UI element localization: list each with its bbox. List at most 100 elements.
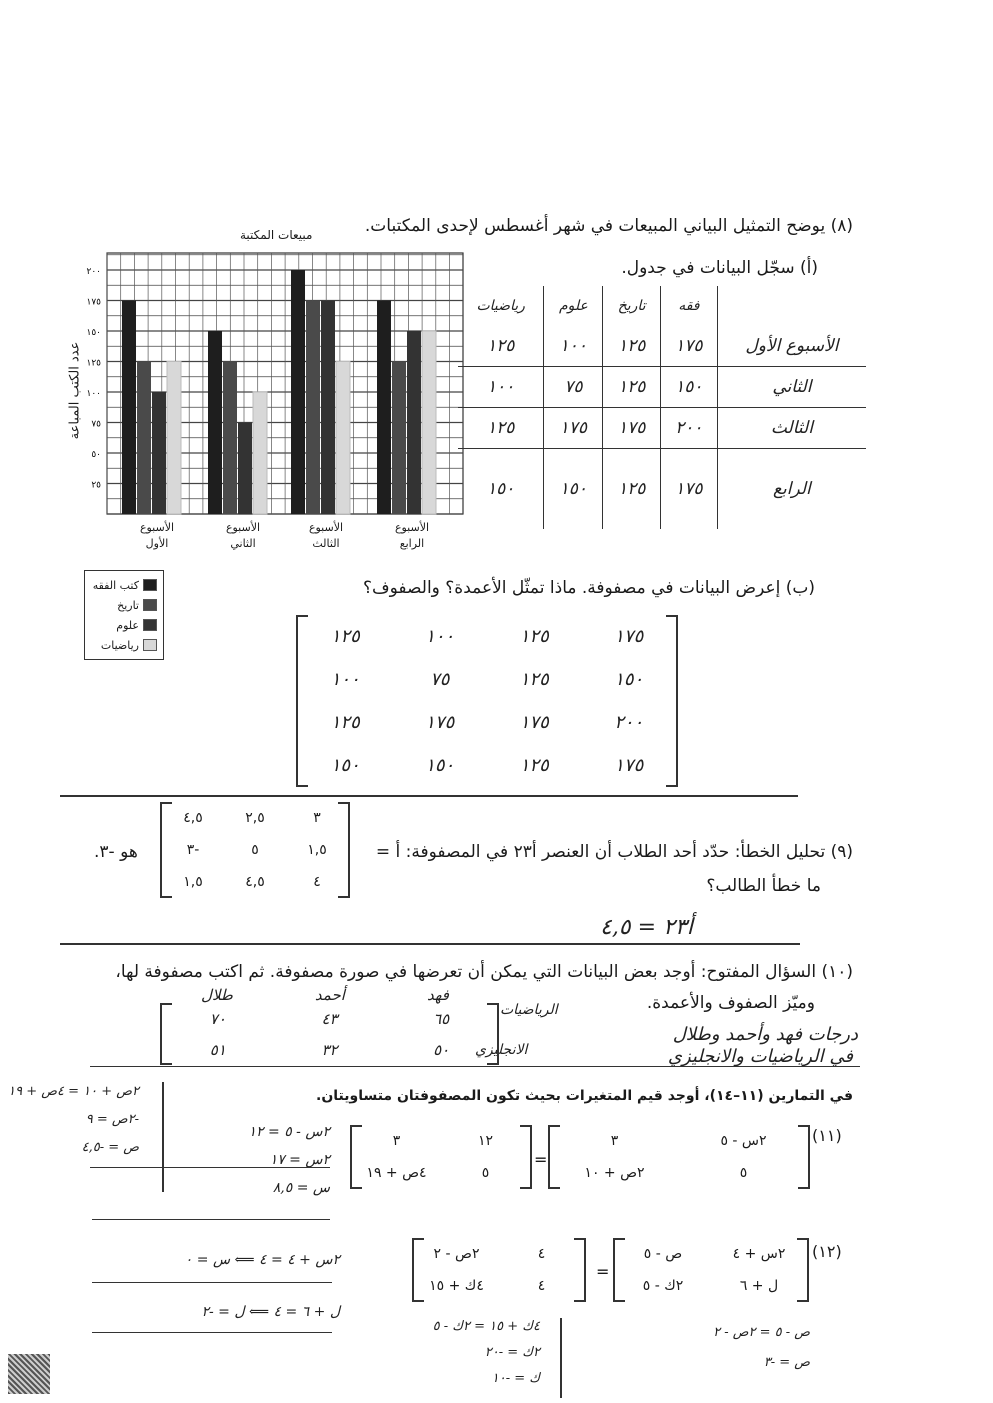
- matrix-cell: ٥١: [209, 1040, 226, 1059]
- matrix-cell: ٢س - ٥: [720, 1133, 767, 1149]
- work-line: ٢س + ٤ = ٤ ⟸ س = ٠: [184, 1252, 340, 1268]
- matrix-cell: ١٢: [477, 1133, 494, 1149]
- table-cell: ٢٠٠: [659, 407, 718, 449]
- q12-work: ٤ك + ١٥ = ٢ك - ٥ ٢ك = -٢٠ ك = -١٠: [350, 1314, 540, 1392]
- x-tick-line: الأول: [145, 537, 169, 550]
- bar-3-2: [238, 422, 252, 514]
- table-cell: ١٥٠: [543, 448, 603, 529]
- q11-right-matrix: ١٢ ٣ ٥ ٤ص + ١٩: [350, 1125, 532, 1189]
- work-line: ص = -٤,٥: [81, 1140, 139, 1155]
- legend-swatch: [143, 579, 157, 591]
- matrix-cell: ٣: [610, 1133, 619, 1149]
- work-line: ص = -٣: [763, 1355, 810, 1370]
- table-cell: الثاني: [716, 366, 866, 408]
- answer-line: [92, 1332, 332, 1333]
- matrix-cell: ٣: [392, 1133, 401, 1149]
- bar-3-1: [152, 392, 166, 514]
- y-tick-label: ١٧٥: [86, 298, 101, 308]
- matrix-cell: ٢س + ٤: [732, 1246, 786, 1262]
- bar-3-4: [407, 331, 421, 514]
- bar-1-3: [291, 270, 305, 514]
- table-cell: الرابع: [716, 448, 866, 529]
- y-tick-label: ٢٥: [91, 481, 101, 491]
- legend-swatch: [143, 599, 157, 611]
- matrix-cell: ٤٣: [321, 1009, 338, 1028]
- table-cell: ١٠٠: [543, 326, 603, 367]
- legend-item: رياضيات: [91, 635, 157, 655]
- answer-line: [92, 1282, 332, 1283]
- matrix-cell: ١٢٥: [330, 712, 360, 733]
- table-cell: ١٠٠: [458, 366, 544, 408]
- q10-text: (١٠) السؤال المفتوح: أوجد بعض البيانات ا…: [115, 962, 853, 982]
- matrix-cell: ٣: [313, 810, 321, 826]
- x-tick-line: الرابع: [399, 537, 425, 550]
- matrix-cell: ٤ص + ١٩: [366, 1165, 427, 1181]
- matrix-cell: ٢ص + ١٠: [584, 1165, 645, 1181]
- legend-label: تاريخ: [117, 598, 139, 612]
- matrix-cell: ١٥٠: [330, 755, 360, 776]
- matrix-cell: ٢ك - ٥: [642, 1278, 684, 1294]
- q10-text2: وميّز الصفوف والأعمدة.: [646, 993, 815, 1013]
- y-tick-label: ٢٠٠: [86, 267, 101, 277]
- matrix-cell: ٢٠٠: [614, 712, 644, 733]
- matrix-cell: ١٧٥: [614, 626, 644, 647]
- q11-work: ٢ص + ١٠ = ٤ص + ١٩ -٢ص = ٩ ص = -٤,٥: [4, 1078, 139, 1162]
- work-line: ٢س - ٥ = ١٢: [248, 1124, 330, 1140]
- x-tick-label: الأسبوع الثاني: [213, 520, 273, 552]
- bar-2-4: [392, 361, 406, 514]
- table-cell: ١٧٥: [659, 326, 718, 367]
- q10-note: درجات فهد وأحمد وطلال: [672, 1024, 858, 1045]
- matrix-cell: ١٢٥: [519, 626, 549, 647]
- x-tick-line: الأسبوع: [139, 521, 175, 534]
- y-tick-label: ٧٥: [91, 420, 101, 430]
- table-cell: ١٢٥: [458, 407, 544, 449]
- x-tick-label: الأسبوع الرابع: [382, 520, 442, 552]
- matrix-cell: ٤: [537, 1246, 546, 1262]
- table-row: الثالث ٢٠٠ ١٧٥ ١٧٥ ١٢٥: [458, 407, 866, 449]
- matrix-cell: ٤,٥: [245, 874, 265, 890]
- matrix-cell: ١٢٥: [519, 669, 549, 690]
- work-line: ٢ص + ١٠ = ٤ص + ١٩: [8, 1084, 139, 1099]
- table-cell: ١٧٥: [543, 407, 603, 449]
- bar-2-2: [223, 361, 237, 514]
- work-line: ل + ٦ = ٤ ⟸ ل = -٢: [201, 1304, 340, 1320]
- matrix-cell: -٣: [186, 842, 200, 858]
- matrix-cell: ٥: [481, 1165, 490, 1181]
- sales-matrix: ١٧٥ ١٢٥ ١٠٠ ١٢٥ ١٥٠ ١٢٥ ٧٥ ١٠٠ ٢٠٠ ١٧٥ ١٧٥ ١٢٥ ١٧٥ ١٢…: [296, 615, 678, 787]
- matrix-cell: ١٠٠: [330, 669, 360, 690]
- equals-sign: =: [596, 1262, 610, 1281]
- x-tick-line: الثالث: [312, 537, 340, 550]
- q11-work: ٢س - ٥ = ١٢ ٢س = ١٧ س = ٨,٥: [190, 1118, 330, 1202]
- matrix-cell: ٢ص - ٢: [433, 1246, 480, 1262]
- table-cell: فقه: [659, 286, 718, 326]
- y-tick-label: ١٥٠: [86, 328, 101, 338]
- matrix-cell: ٣٢: [321, 1040, 338, 1059]
- matrix-cell: ٥: [739, 1165, 748, 1181]
- matrix-cell: ١,٥: [307, 842, 327, 858]
- chart-legend: كتب الفقه تاريخ علوم رياضيات: [84, 570, 164, 660]
- matrix-cell: ص - ٥: [643, 1246, 683, 1262]
- bar-4-1: [166, 361, 182, 515]
- matrix-cell: ٤: [537, 1278, 546, 1294]
- work-line: -٢ص = ٩: [85, 1112, 139, 1127]
- q9-matrix: ٣ ٢,٥ ٤,٥ ١,٥ ٥ -٣ ٤ ٤,٥ ١,٥: [160, 802, 350, 898]
- q11-number: (١١): [812, 1126, 842, 1145]
- bar-1-4: [377, 300, 391, 514]
- legend-label: كتب الفقه: [92, 578, 139, 592]
- x-tick-line: الأسبوع: [225, 521, 261, 534]
- q12-work: ٢س + ٤ = ٤ ⟸ س = ٠ ل + ٦ = ٤ ⟸ ل = -٢: [40, 1234, 340, 1338]
- matrix-cell: ٢,٥: [245, 810, 265, 826]
- bar-chart: ٢٥ ٥٠ ٧٥ ١٠٠ ١٢٥ ١٥٠ ١٧٥ ٢٠٠: [86, 252, 464, 515]
- legend-item: تاريخ: [91, 595, 157, 615]
- matrix-cell: ٧٥: [430, 669, 450, 690]
- q8-part-a: (أ) سجّل البيانات في جدول.: [621, 258, 818, 278]
- table-cell: الثالث: [716, 407, 866, 449]
- matrix-cell: ١٧٥: [425, 712, 455, 733]
- legend-swatch: [143, 619, 157, 631]
- table-row: الأسبوع الأول ١٧٥ ١٢٥ ١٠٠ ١٢٥: [458, 326, 866, 367]
- bar-4-4: [421, 330, 437, 515]
- legend-label: علوم: [116, 618, 139, 632]
- matrix-cell: ل + ٦: [739, 1278, 779, 1294]
- legend-item: علوم: [91, 615, 157, 635]
- matrix-cell: ٤,٥: [183, 810, 203, 826]
